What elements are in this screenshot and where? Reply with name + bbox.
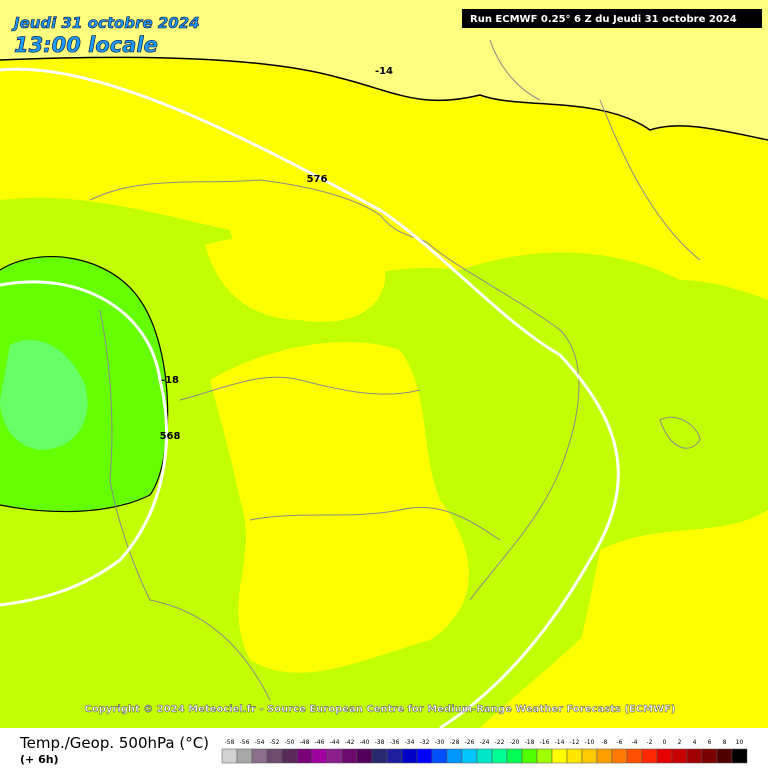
scale-label: -52: [270, 739, 280, 746]
geopotential-576: [0, 67, 620, 730]
scale-swatch: [221, 748, 238, 764]
contour-label: 576: [307, 174, 328, 185]
cold-core: [0, 339, 88, 450]
scale-label: -24: [480, 739, 490, 746]
yellow-region-east: [560, 510, 768, 728]
scale-swatch: [656, 748, 673, 764]
geopotential-568: [0, 280, 168, 607]
scale-swatch: [641, 748, 658, 764]
scale-swatch: [281, 748, 298, 764]
scale-swatch: [506, 748, 523, 764]
scale-swatch: [626, 748, 643, 764]
scale-label: -54: [255, 739, 265, 746]
scale-swatch: [311, 748, 328, 764]
scale-label: 4: [693, 739, 697, 746]
scale-label: 2: [678, 739, 682, 746]
scale-label: -8: [602, 739, 608, 746]
scale-label: -12: [570, 739, 580, 746]
scale-swatch: [461, 748, 478, 764]
scale-swatch: [731, 748, 748, 764]
scale-label: -18: [525, 739, 535, 746]
scale-swatch: [446, 748, 463, 764]
scale-label: -14: [555, 739, 565, 746]
scale-label: -36: [390, 739, 400, 746]
scale-label: -48: [300, 739, 310, 746]
borders: [89, 39, 701, 701]
footer-lead: (+ 6h): [20, 753, 59, 766]
scale-swatch: [341, 748, 358, 764]
scale-swatch: [371, 748, 388, 764]
scale-swatch: [386, 748, 403, 764]
scale-swatch: [266, 748, 283, 764]
scale-label: 8: [723, 739, 727, 746]
scale-swatch: [611, 748, 628, 764]
scale-swatch: [236, 748, 253, 764]
copyright: Copyright © 2024 Meteociel.fr - Source E…: [85, 704, 676, 715]
scale-label: -46: [315, 739, 325, 746]
yellow-region: [210, 341, 469, 673]
scale-swatch: [671, 748, 688, 764]
time-label: 13:00 locale: [14, 33, 158, 57]
scale-label: -34: [405, 739, 415, 746]
scale-swatch: [401, 748, 418, 764]
color-scale: -58 -56 -54 -52 -50 -48 -46 -44 -42 -40 -38 -36 -34-…: [221, 739, 748, 764]
scale-swatch: [476, 748, 493, 764]
scale-label: -38: [375, 739, 385, 746]
scale-swatch: [581, 748, 598, 764]
yellow-region-north: [205, 237, 386, 322]
scale-label: -28: [450, 739, 460, 746]
scale-label: -42: [345, 739, 355, 746]
contour-label: -18: [161, 375, 179, 386]
cold-region: [0, 0, 768, 140]
scale-swatch: [716, 748, 733, 764]
scale-label: -26: [465, 739, 475, 746]
scale-label: -20: [510, 739, 520, 746]
scale-label: 6: [708, 739, 712, 746]
scale-swatch: [566, 748, 583, 764]
scale-label: -40: [360, 739, 370, 746]
scale-label: -6: [617, 739, 623, 746]
scale-label: -10: [585, 739, 595, 746]
scale-swatch: [521, 748, 538, 764]
scale-swatch: [551, 748, 568, 764]
scale-label: -50: [285, 739, 295, 746]
scale-swatch: [326, 748, 343, 764]
run-label: Run ECMWF 0.25° 6 Z du Jeudi 31 octobre …: [470, 14, 737, 25]
scale-label: -30: [435, 739, 445, 746]
scale-label: -32: [420, 739, 430, 746]
scale-swatch: [416, 748, 433, 764]
run-box: [462, 9, 762, 28]
contour-label: -14: [375, 66, 393, 77]
scale-label: -58: [225, 739, 235, 746]
scale-swatch: [491, 748, 508, 764]
isotherm-minus18: [0, 256, 169, 513]
scale-swatch: [296, 748, 313, 764]
scale-label: 10: [736, 739, 744, 746]
scale-swatch: [686, 748, 703, 764]
scale-label: -2: [647, 739, 653, 746]
isotherm-minus14: [0, 56, 768, 141]
scale-label: -16: [540, 739, 550, 746]
scale-label: -22: [495, 739, 505, 746]
contour-label: 568: [160, 431, 181, 442]
scale-swatch: [536, 748, 553, 764]
scale-swatch: [251, 748, 268, 764]
scale-swatch: [701, 748, 718, 764]
scale-label: -4: [632, 739, 638, 746]
scale-label: 0: [663, 739, 667, 746]
scale-swatch: [596, 748, 613, 764]
footer-title: Temp./Geop. 500hPa (°C): [19, 734, 209, 752]
scale-swatch: [431, 748, 448, 764]
date-label: Jeudi 31 octobre 2024: [11, 14, 200, 32]
scale-label: -56: [240, 739, 250, 746]
scale-label: -44: [330, 739, 340, 746]
scale-swatch: [356, 748, 373, 764]
